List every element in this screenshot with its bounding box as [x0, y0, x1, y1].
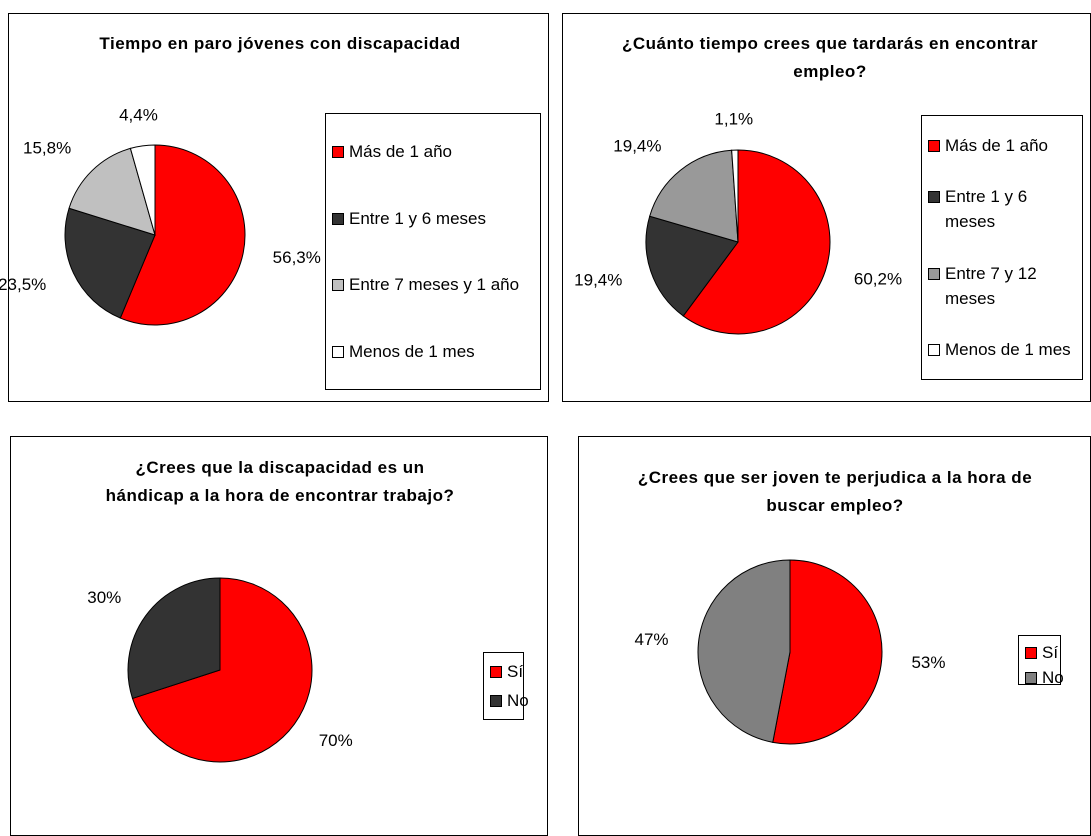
pie-slice — [127, 577, 221, 700]
pie-slice — [649, 149, 739, 243]
chart-title: ¿Crees que ser joven te perjudica a la h… — [637, 468, 1033, 515]
legend-label: Menos de 1 mes — [349, 342, 475, 362]
legend-item: Más de 1 año — [332, 139, 536, 164]
data-label: 53% — [911, 653, 945, 672]
legend: Sí No — [483, 652, 529, 720]
legend-label: No — [1042, 668, 1064, 687]
legend-label: Más de 1 año — [349, 141, 453, 161]
legend-label: Entre 7 meses y 1 año — [349, 275, 520, 295]
legend-label: Sí — [507, 662, 524, 681]
pie-slice — [731, 149, 739, 243]
legend-item: Entre 1 y 6 meses — [332, 206, 536, 231]
legend-label: Más de 1 año — [945, 136, 1049, 156]
legend-swatch — [928, 267, 940, 280]
legend: Más de 1 año Entre 1 y 6 meses Entre 7 y 1… — [921, 115, 1083, 380]
legend-swatch — [490, 666, 502, 678]
legend-label: Menos de 1 mes — [945, 339, 1071, 359]
legend-swatch — [928, 191, 940, 204]
data-label: 60,2% — [854, 270, 902, 289]
data-label: 19,4% — [574, 270, 622, 289]
legend-swatch — [1025, 647, 1037, 659]
legend: Sí No — [1018, 635, 1064, 687]
legend-item: Sí — [490, 659, 523, 684]
pie-slice — [129, 144, 156, 236]
legend-item: Más de 1 año — [928, 133, 1078, 158]
data-label: 56,3% — [273, 248, 321, 267]
chart-frame — [8, 13, 549, 402]
pie-slice — [119, 144, 246, 326]
pie-slice — [64, 207, 156, 319]
data-label: 30% — [87, 588, 121, 607]
legend-label: No — [507, 691, 529, 710]
legend-swatch — [332, 212, 344, 225]
legend-item: Menos de 1 mes — [332, 339, 536, 364]
legend-swatch — [332, 346, 344, 359]
pie-slice — [645, 215, 739, 317]
data-label: 47% — [635, 630, 669, 649]
legend-swatch — [928, 343, 940, 356]
pie-slice — [697, 559, 791, 743]
data-label: 23,5% — [0, 275, 46, 294]
legend-item: Entre 7 meses y 1 año — [332, 272, 536, 297]
pie-slice — [131, 577, 313, 763]
legend: Más de 1 año Entre 1 y 6 meses Entre 7 mes… — [325, 113, 541, 390]
pie-slice — [682, 149, 831, 335]
legend-label: Entre 7 y 12 meses — [945, 263, 1037, 308]
legend-item: Entre 7 y 12 meses — [928, 261, 1078, 311]
chart-title: Tiempo en paro jóvenes con discapacidad — [99, 34, 461, 53]
legend-item: Menos de 1 mes — [928, 337, 1078, 362]
chart-title: ¿Crees que la discapacidad es un hándica… — [105, 458, 455, 505]
data-label: 1,1% — [714, 110, 753, 129]
legend-label: Entre 1 y 6 meses — [349, 208, 487, 228]
legend-item: Entre 1 y 6 meses — [928, 184, 1078, 234]
legend-swatch — [332, 279, 344, 292]
legend-swatch — [928, 140, 940, 153]
legend-item: No — [490, 688, 529, 713]
pie-slice — [68, 147, 156, 236]
data-label: 19,4% — [613, 136, 661, 155]
pie-slice — [772, 559, 883, 745]
legend-label: Sí — [1042, 643, 1059, 662]
legend-swatch — [1025, 672, 1037, 684]
legend-swatch — [490, 695, 502, 707]
data-label: 70% — [319, 731, 353, 750]
data-label: 15,8% — [23, 139, 71, 158]
legend-item: No — [1025, 665, 1064, 690]
legend-swatch — [332, 145, 344, 158]
chart-title: ¿Cuánto tiempo crees que tardarás en enc… — [622, 34, 1038, 81]
legend-item: Sí — [1025, 640, 1059, 665]
data-label: 4,4% — [119, 106, 158, 125]
legend-label: Entre 1 y 6 meses — [945, 187, 1028, 232]
